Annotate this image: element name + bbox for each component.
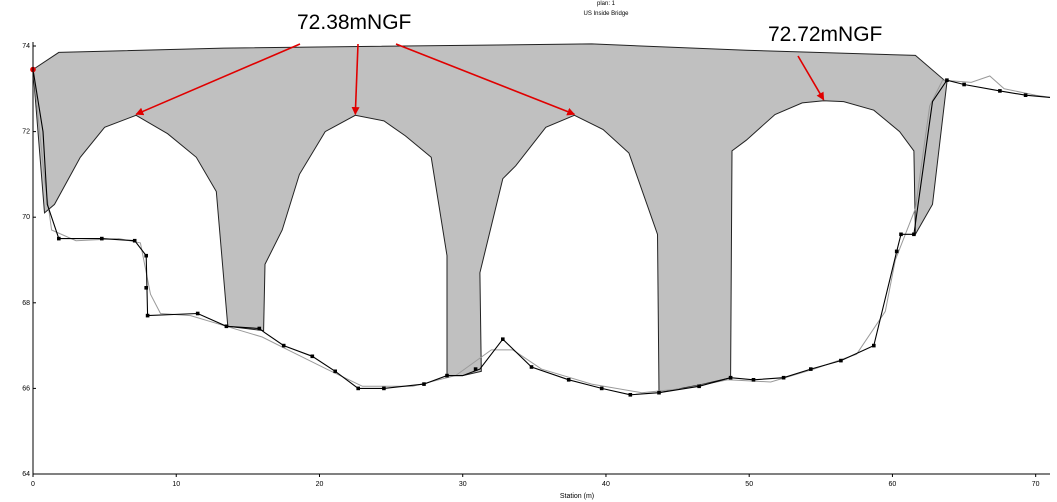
x-tick-label-70: 70 [1032,481,1040,488]
ground-point-25 [751,378,756,382]
ground-point-7 [224,324,229,329]
ground-point-3 [144,253,148,258]
ground-point-36 [1023,93,1028,97]
ground-point-10 [310,354,315,359]
y-tick-label-74: 74 [22,43,30,50]
ground-point-29 [872,343,876,348]
ground-point-8 [257,326,262,331]
ground-point-18 [529,365,534,369]
x-tick-label-10: 10 [172,481,180,488]
ground-point-31 [899,232,903,237]
y-tick-label-66: 66 [22,385,30,392]
x-tick-label-60: 60 [889,481,897,488]
ground-markers-layer [30,66,1028,397]
callout-label-72-38: 72.38mNGF [297,11,411,34]
chart-title-line1: plan: 1 [597,1,616,7]
callout-arrow-0-2 [395,43,576,116]
x-tick-label-30: 30 [459,481,467,488]
ground-point-32 [912,232,916,237]
callout-label-72-72: 72.72mNGF [768,23,882,46]
ground-point-15 [445,373,449,378]
y-ticks: 64 66 68 70 72 74 [22,43,36,478]
callout-layer: 72.38mNGF 72.72mNGF [135,11,882,116]
y-tick-label-70: 70 [22,214,30,221]
callout-arrow-0-0 [135,43,301,116]
callout-arrow-0-1 [351,43,360,116]
ground-point-4 [144,286,148,290]
ground-point-20 [599,386,604,391]
ground-point-17 [501,337,505,341]
ground-point-35 [998,89,1002,93]
ground-point-22 [657,390,661,395]
ground-point-16 [473,367,478,371]
bridge-deck-polygon [32,43,948,394]
ground-point-14 [422,382,426,386]
x-tick-label-20: 20 [316,481,324,488]
ground-point-24 [728,375,733,380]
ground-point-12 [356,386,360,391]
bridge-deck-layer [32,43,948,394]
ground-point-13 [382,386,386,391]
callout-arrow-1-0 [797,55,825,101]
ground-point-6 [195,311,200,316]
y-tick-label-64: 64 [22,471,30,478]
ground-point-28 [839,358,843,363]
ground-point-34 [962,82,966,87]
x-tick-label-50: 50 [745,481,753,488]
x-tick-label-40: 40 [602,481,610,488]
x-tick-label-0: 0 [31,481,35,488]
ground-point-26 [781,375,786,380]
y-tick-label-72: 72 [22,129,30,136]
ground-point-27 [809,367,813,371]
ground-point-30 [894,249,899,254]
ground-point-11 [333,369,337,374]
x-axis-label: Station (m) [560,493,594,500]
ground-point-21 [628,393,633,397]
ground-point-19 [566,378,571,382]
y-tick-label-68: 68 [22,300,30,307]
chart-title: US Inside Bridge [583,11,629,17]
ground-point-2 [132,238,137,243]
ground-point-0 [57,236,61,241]
x-ticks: 0 10 20 30 40 50 60 70 [31,474,1040,488]
ground-line-secondary [32,67,1051,394]
ground-point-5 [145,313,150,318]
ground-point-1 [100,236,104,241]
ground-point-33 [945,78,949,82]
ground-point-9 [281,343,286,348]
ground-point-23 [697,384,701,389]
